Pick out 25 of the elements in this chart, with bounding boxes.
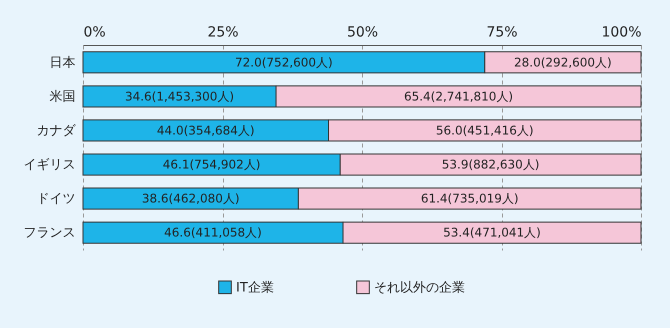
y-tick-label: カナダ [36,123,76,138]
data-label: 56.0(451,416人) [436,123,534,138]
data-label: 53.9(882,630人) [442,158,540,172]
y-tick-label: ドイツ [36,192,76,207]
data-label: 46.1(754,902人) [162,158,260,172]
x-tick-label: 0% [84,24,106,40]
data-label: 61.4(735,019人) [420,192,519,206]
x-tick-label: 25% [207,24,239,40]
data-label: 44.0(354,684人) [156,123,255,138]
data-label: 65.4(2,741,810人) [404,89,514,104]
y-tick-label: 米国 [50,89,76,104]
x-tick-label: 50% [346,24,378,40]
data-label: 46.6(411,058人) [164,226,262,240]
y-tick-label: イギリス [24,158,76,173]
x-tick-label: 100% [601,24,642,40]
x-tick-label: 75% [486,24,518,40]
data-label: 38.6(462,080人) [142,192,240,206]
data-label: 28.0(292,600人) [514,55,612,70]
legend-label: IT企業 [236,280,274,296]
data-label: 72.0(752,600人) [235,55,333,70]
y-tick-label: フランス [24,226,76,241]
y-tick-label: 日本 [50,55,76,70]
data-label: 53.4(471,041人) [443,226,541,240]
legend-label: それ以外の企業 [374,280,465,296]
data-label: 34.6(1,453,300人) [124,89,234,104]
